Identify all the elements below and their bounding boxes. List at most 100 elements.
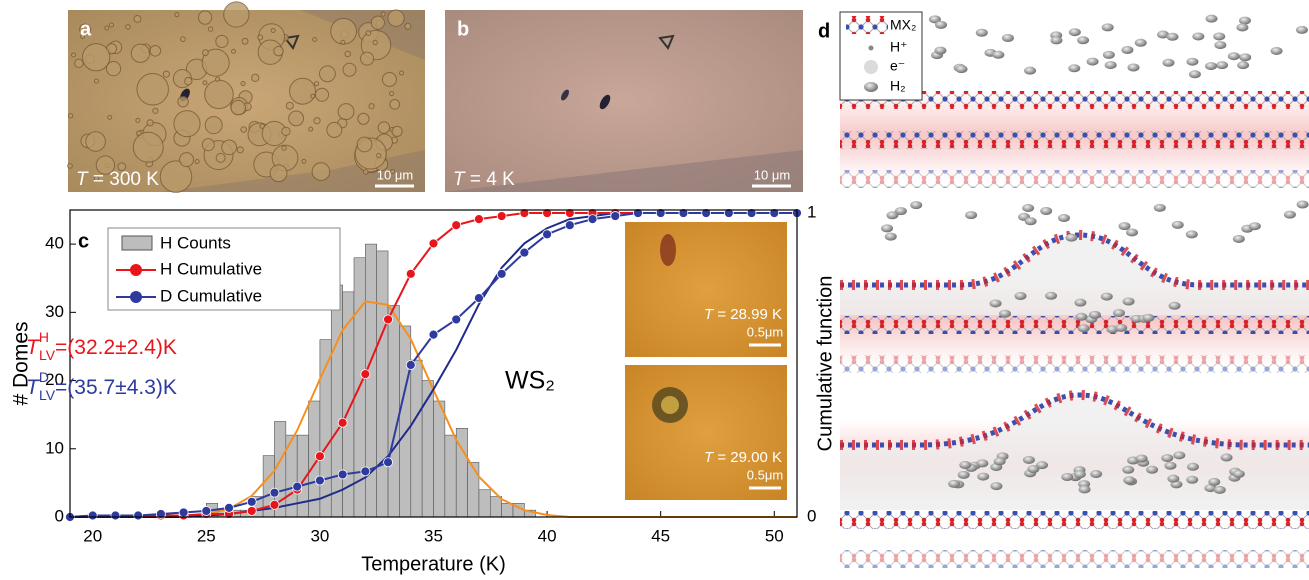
dome bbox=[380, 11, 386, 17]
caption-text: = 29.00 K bbox=[713, 449, 782, 466]
histogram-bar bbox=[478, 489, 491, 518]
annotation: TD LV=(35.7±4.3)K bbox=[26, 369, 177, 403]
series-marker bbox=[337, 469, 348, 480]
bulge-fill bbox=[840, 395, 1309, 510]
molecule bbox=[1167, 474, 1180, 483]
chart: 20 25 30 35 40 45 50 0 10 20 30 40 0 1 H Counts H Cumul… bbox=[10, 203, 837, 576]
molecule bbox=[993, 457, 1006, 466]
histogram-bar bbox=[433, 400, 446, 518]
dome bbox=[356, 136, 373, 153]
panel-label: b bbox=[457, 18, 469, 40]
series-marker bbox=[269, 487, 280, 498]
legend-swatch bbox=[121, 235, 153, 251]
molecule bbox=[1220, 453, 1233, 462]
molecule bbox=[1208, 477, 1221, 486]
series-marker bbox=[405, 360, 416, 370]
molecule bbox=[990, 482, 1003, 491]
dome bbox=[221, 139, 238, 156]
annotation-text: =(35.7±4.3)K bbox=[55, 376, 177, 399]
dome bbox=[85, 131, 106, 152]
legend-label: H⁺ bbox=[890, 39, 908, 55]
molecule bbox=[1088, 310, 1101, 319]
molecule bbox=[1036, 461, 1049, 470]
molecule bbox=[1090, 470, 1103, 479]
dome bbox=[319, 65, 336, 83]
molecule bbox=[1213, 485, 1226, 494]
molecule bbox=[1077, 36, 1090, 45]
dome bbox=[197, 10, 213, 25]
dome bbox=[370, 15, 385, 30]
series-marker bbox=[542, 208, 552, 218]
molecule bbox=[935, 20, 948, 29]
dome bbox=[281, 126, 291, 137]
series-marker bbox=[292, 481, 303, 492]
legend-marker bbox=[130, 291, 142, 303]
dome bbox=[162, 70, 170, 78]
molecule bbox=[1134, 38, 1147, 47]
molecule bbox=[955, 65, 968, 74]
series-marker bbox=[474, 293, 484, 304]
dome bbox=[202, 80, 208, 86]
series-marker bbox=[678, 208, 689, 218]
molecule bbox=[1027, 465, 1040, 474]
legend-label: D Cumulative bbox=[160, 286, 262, 305]
molecule bbox=[1236, 23, 1249, 32]
molecule bbox=[894, 207, 907, 216]
dome bbox=[344, 50, 351, 58]
dome bbox=[360, 51, 375, 66]
dome bbox=[326, 121, 343, 138]
y-tick-label: 20 bbox=[45, 370, 64, 389]
y-tick-label: 10 bbox=[45, 438, 64, 457]
dome bbox=[133, 14, 142, 23]
x-tick-label: 20 bbox=[83, 526, 102, 545]
dome bbox=[95, 155, 116, 175]
panel-label: a bbox=[80, 18, 92, 40]
histogram-bar bbox=[444, 434, 457, 518]
series-marker bbox=[655, 208, 666, 218]
molecule bbox=[1216, 61, 1229, 70]
molecule bbox=[1270, 46, 1283, 55]
molecule bbox=[1232, 234, 1245, 243]
x-tick-label: 45 bbox=[651, 526, 670, 545]
dome bbox=[314, 87, 330, 102]
dome bbox=[207, 26, 214, 32]
lattice bbox=[840, 131, 1309, 149]
scale-bar-label: 10 μm bbox=[754, 167, 790, 182]
dome bbox=[390, 169, 396, 175]
series-marker bbox=[315, 451, 325, 462]
molecule bbox=[1283, 210, 1296, 219]
legend-label: H Counts bbox=[160, 233, 231, 252]
x-tick-label: 50 bbox=[765, 526, 784, 545]
y-axis-label: # Domes bbox=[10, 321, 33, 405]
dome bbox=[269, 164, 288, 183]
lattice bbox=[840, 550, 1309, 568]
legend-label: MX₂ bbox=[890, 17, 916, 33]
dome bbox=[179, 152, 195, 168]
dome bbox=[404, 22, 412, 30]
molecule bbox=[1024, 217, 1037, 226]
molecule bbox=[886, 211, 899, 220]
dome bbox=[146, 119, 154, 127]
molecule bbox=[1227, 52, 1240, 61]
annotation: TH LV=(32.2±2.4)K bbox=[26, 329, 177, 363]
series-marker bbox=[610, 211, 621, 221]
series-marker bbox=[564, 220, 575, 231]
dome bbox=[204, 79, 234, 110]
dome bbox=[340, 39, 346, 45]
dome bbox=[312, 36, 318, 43]
series-marker bbox=[587, 214, 598, 225]
molecule bbox=[1166, 32, 1179, 41]
caption: T = 4 K bbox=[453, 169, 515, 190]
inset-caption: T = 29.00 K bbox=[704, 449, 782, 466]
dome bbox=[362, 169, 369, 175]
lattice bbox=[840, 170, 1309, 188]
series-marker bbox=[155, 509, 166, 519]
series-marker bbox=[746, 208, 757, 218]
molecule bbox=[1157, 30, 1170, 39]
x-tick-label: 40 bbox=[538, 526, 557, 545]
dome bbox=[174, 12, 180, 18]
histogram-bar bbox=[387, 305, 400, 518]
dome bbox=[204, 116, 223, 135]
inset-dome bbox=[660, 234, 676, 266]
dome bbox=[130, 43, 151, 63]
